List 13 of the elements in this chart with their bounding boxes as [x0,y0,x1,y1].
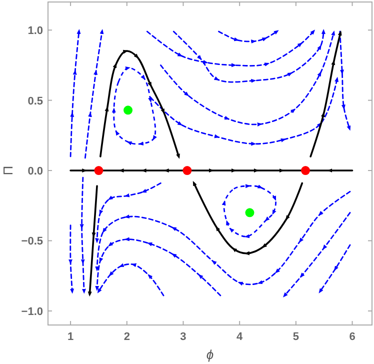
y-tick-label: −1.0 [21,306,43,318]
y-tick-label: 0.5 [28,95,43,108]
x-tick-label: 3 [180,331,186,343]
x-tick-label: 1 [67,331,74,343]
y-tick-label: 1.0 [28,25,43,38]
x-tick-label: 4 [236,331,244,343]
x-tick-label: 2 [124,331,130,343]
x-tick-label: 5 [292,331,299,343]
y-axis-title: Π [0,166,16,176]
x-tick-label: 6 [349,331,356,343]
y-tick-label: 0.0 [28,166,43,178]
x-axis-title: ϕ [206,347,214,362]
y-tick-label: −0.5 [21,236,43,248]
